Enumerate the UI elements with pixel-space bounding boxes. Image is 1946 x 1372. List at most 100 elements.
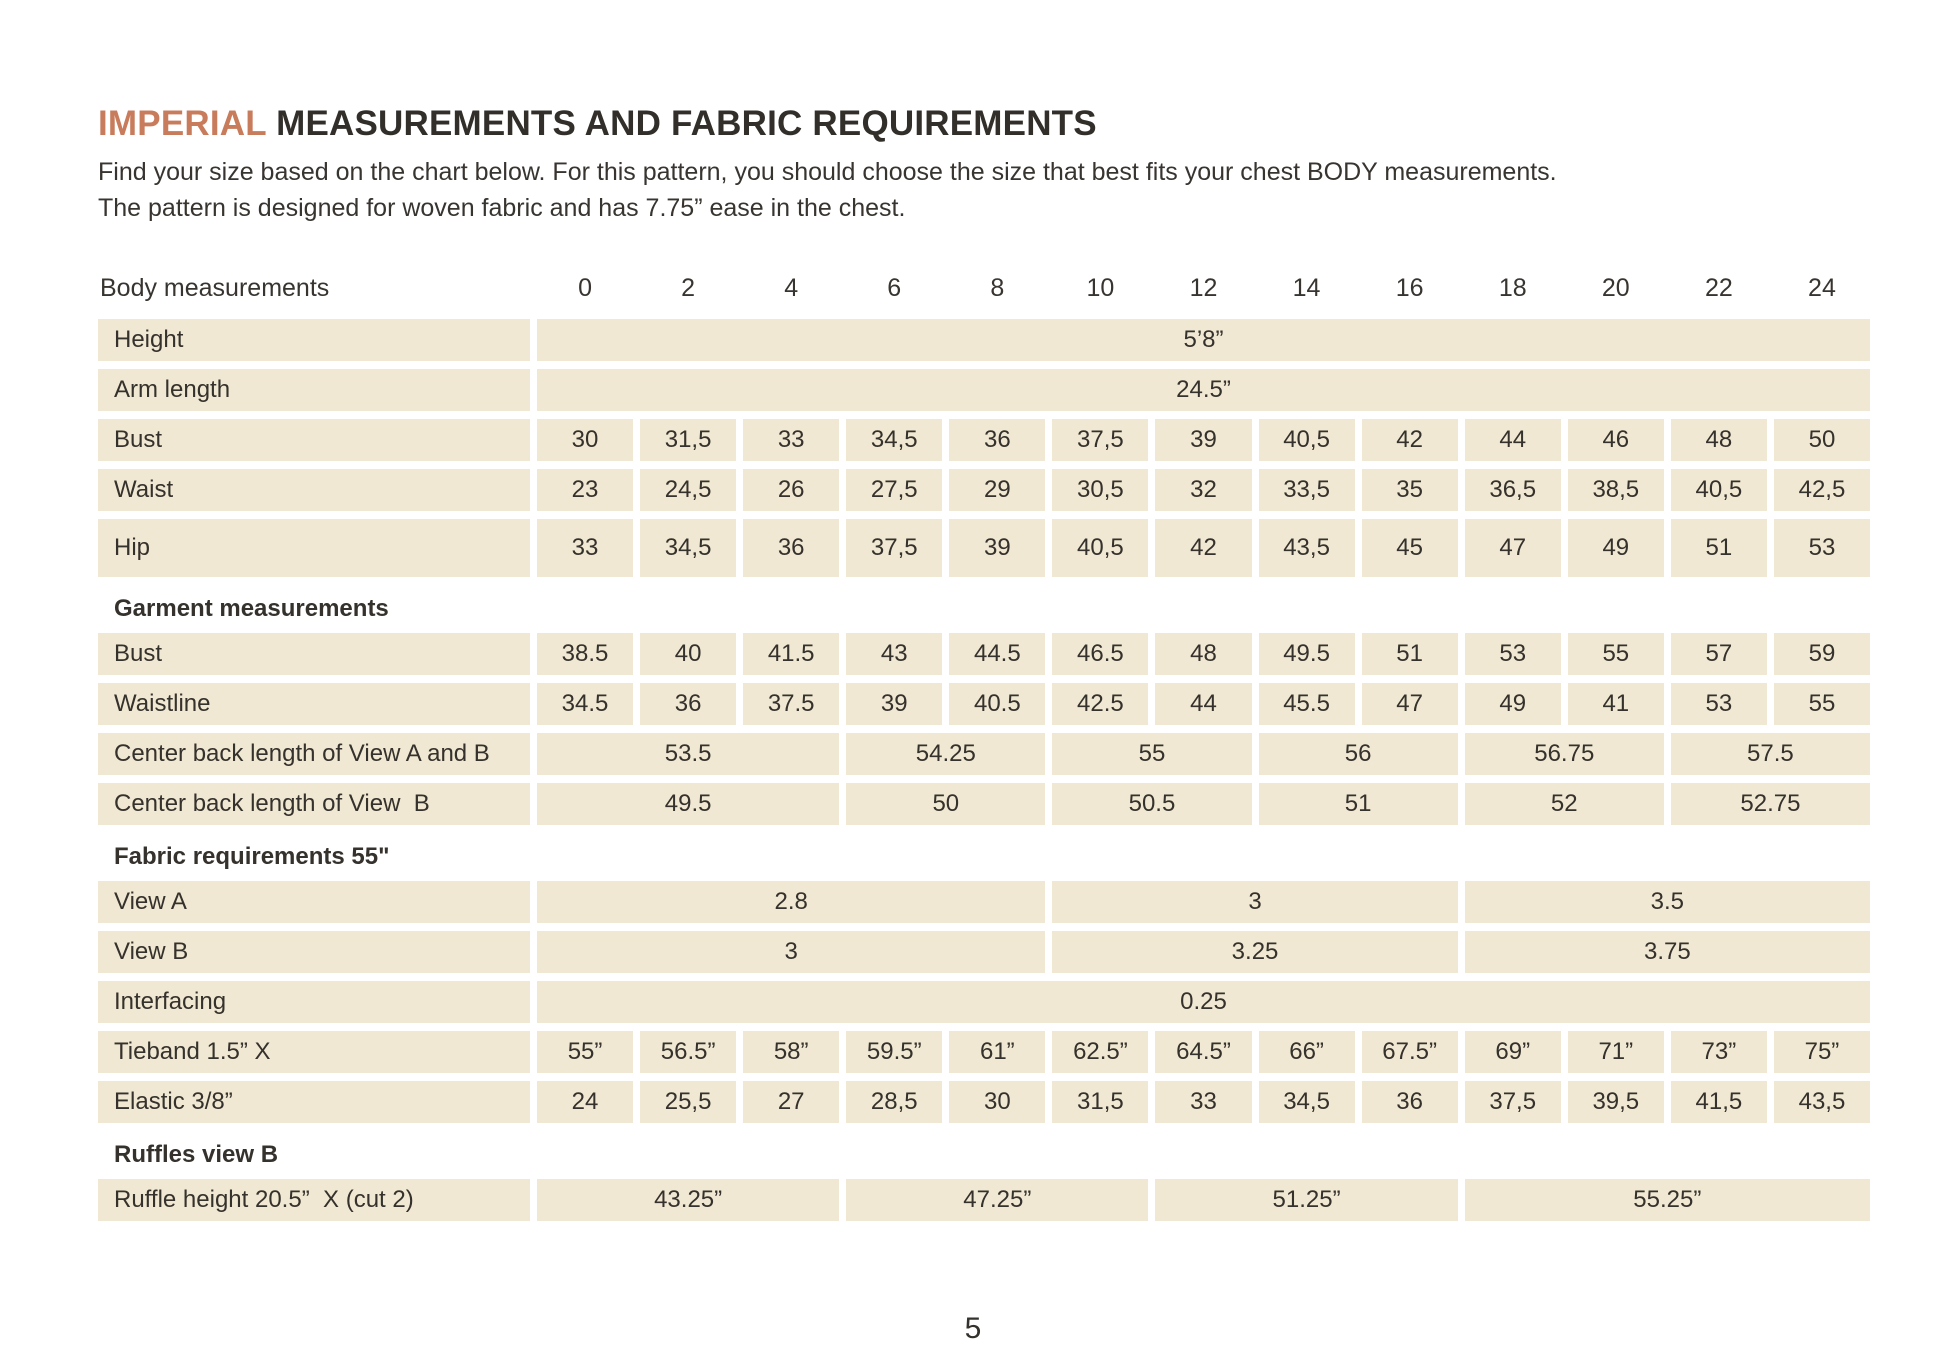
row-label: Hip [98, 519, 530, 577]
value-cell: 51 [1361, 633, 1458, 675]
group-cell: 3.75 [1464, 931, 1870, 973]
measurement-table: Height 5’8” Arm length 24.5” Bust 30 31,5 33 34,… [98, 319, 1870, 1221]
value-cell: 38,5 [1567, 469, 1664, 511]
value-cell: 41.5 [743, 633, 840, 675]
group-cell: 54.25 [846, 733, 1046, 775]
value-cell: 45.5 [1258, 683, 1355, 725]
value-cell: 45 [1361, 519, 1458, 577]
value-cell: 31,5 [1052, 1081, 1149, 1123]
value-cell: 39,5 [1567, 1081, 1664, 1123]
column-header-body-measurements: Body measurements [100, 274, 330, 302]
size-column-header: 24 [1808, 274, 1836, 302]
row-label: Waist [98, 469, 530, 511]
span-cell: 5’8” [537, 319, 1870, 361]
value-cell: 55 [1773, 683, 1870, 725]
value-cell: 30,5 [1052, 469, 1149, 511]
table-header-row: Body measurements 0 2 4 6 8 10 12 14 16 18 20 22 24 [98, 274, 1870, 303]
value-cell: 29 [949, 469, 1046, 511]
value-cell: 56.5” [640, 1031, 737, 1073]
group-cell: 2.8 [537, 881, 1046, 923]
size-column-header: 4 [784, 274, 799, 302]
value-cell: 34,5 [846, 419, 943, 461]
value-cell: 64.5” [1155, 1031, 1252, 1073]
section-header: Fabric requirements 55" [98, 833, 1870, 873]
size-column-header: 20 [1601, 274, 1630, 302]
value-cell: 34,5 [640, 519, 737, 577]
value-cell: 28,5 [846, 1081, 943, 1123]
value-cell: 40.5 [949, 683, 1046, 725]
value-cell: 44.5 [949, 633, 1046, 675]
value-cell: 24 [537, 1081, 634, 1123]
row-label: Center back length of View A and B [98, 733, 530, 775]
group-cell: 50.5 [1052, 783, 1252, 825]
value-cell: 40,5 [1052, 519, 1149, 577]
page-number: 5 [964, 1312, 982, 1345]
value-cell: 36 [743, 519, 840, 577]
value-cell: 41 [1567, 683, 1664, 725]
value-cell: 57 [1670, 633, 1767, 675]
value-cell: 25,5 [640, 1081, 737, 1123]
value-cell: 35 [1361, 469, 1458, 511]
group-cell: 56 [1258, 733, 1458, 775]
value-cell: 73” [1670, 1031, 1767, 1073]
value-cell: 37.5 [743, 683, 840, 725]
size-column-header: 12 [1189, 274, 1218, 302]
value-cell: 33 [537, 519, 634, 577]
value-cell: 27 [743, 1081, 840, 1123]
group-cell: 3.25 [1052, 931, 1458, 973]
value-cell: 55” [537, 1031, 634, 1073]
value-cell: 58” [743, 1031, 840, 1073]
value-cell: 41,5 [1670, 1081, 1767, 1123]
value-cell: 53 [1773, 519, 1870, 577]
group-cell: 47.25” [846, 1179, 1149, 1221]
value-cell: 33 [1155, 1081, 1252, 1123]
value-cell: 55 [1567, 633, 1664, 675]
group-cell: 52.75 [1670, 783, 1870, 825]
value-cell: 50 [1773, 419, 1870, 461]
value-cell: 62.5” [1052, 1031, 1149, 1073]
row-label: Elastic 3/8” [98, 1081, 530, 1123]
value-cell: 47 [1361, 683, 1458, 725]
value-cell: 31,5 [640, 419, 737, 461]
section-header: Garment measurements [98, 585, 1870, 625]
value-cell: 42 [1361, 419, 1458, 461]
row-label: Interfacing [98, 981, 530, 1023]
value-cell: 30 [537, 419, 634, 461]
value-cell: 36 [949, 419, 1046, 461]
group-cell: 55 [1052, 733, 1252, 775]
value-cell: 37,5 [1464, 1081, 1561, 1123]
value-cell: 32 [1155, 469, 1252, 511]
value-cell: 23 [537, 469, 634, 511]
size-column-header: 18 [1498, 274, 1527, 302]
value-cell: 37,5 [1052, 419, 1149, 461]
title-rest: MEASUREMENTS AND FABRIC REQUIREMENTS [276, 104, 1097, 143]
value-cell: 67.5” [1361, 1031, 1458, 1073]
row-label: Bust [98, 633, 530, 675]
value-cell: 42.5 [1052, 683, 1149, 725]
intro-line-2: The pattern is designed for woven fabric… [98, 194, 906, 222]
span-cell: 24.5” [537, 369, 1870, 411]
value-cell: 34.5 [537, 683, 634, 725]
value-cell: 33 [743, 419, 840, 461]
value-cell: 66” [1258, 1031, 1355, 1073]
row-label: Center back length of View B [98, 783, 530, 825]
value-cell: 40,5 [1670, 469, 1767, 511]
value-cell: 39 [949, 519, 1046, 577]
title-accent: IMPERIAL [98, 104, 267, 143]
value-cell: 46 [1567, 419, 1664, 461]
row-label: Tieband 1.5” X [98, 1031, 530, 1073]
value-cell: 26 [743, 469, 840, 511]
group-cell: 43.25” [537, 1179, 840, 1221]
value-cell: 59.5” [846, 1031, 943, 1073]
value-cell: 53 [1464, 633, 1561, 675]
page-title: IMPERIAL MEASUREMENTS AND FABRIC REQUIRE… [98, 104, 1872, 144]
row-label: View B [98, 931, 530, 973]
value-cell: 33,5 [1258, 469, 1355, 511]
value-cell: 49 [1464, 683, 1561, 725]
value-cell: 36,5 [1464, 469, 1561, 511]
group-cell: 3 [537, 931, 1046, 973]
row-label: Height [98, 319, 530, 361]
value-cell: 43 [846, 633, 943, 675]
value-cell: 75” [1773, 1031, 1870, 1073]
